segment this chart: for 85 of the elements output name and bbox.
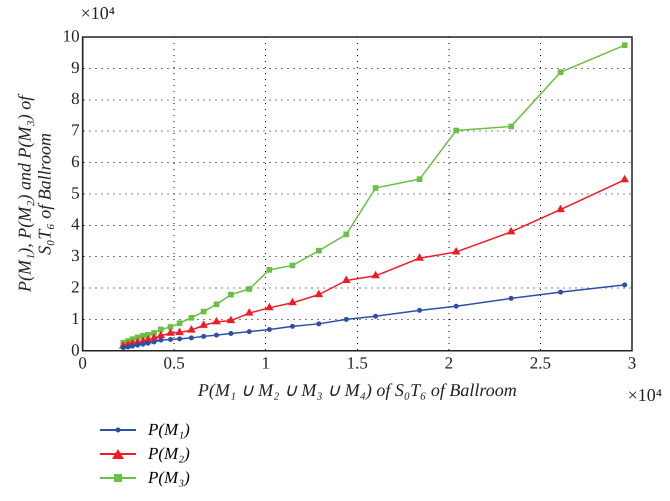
- point: [212, 316, 221, 324]
- y-tick-label: 9: [71, 58, 80, 77]
- y-tick-label: 0: [71, 340, 80, 360]
- point: [372, 185, 378, 191]
- point: [168, 337, 174, 342]
- point: [188, 335, 194, 340]
- point: [176, 320, 182, 326]
- legend-label: P(M₃): [148, 468, 190, 488]
- text: ×10⁴: [80, 3, 116, 23]
- point: [508, 124, 514, 130]
- x-tick-label: 1: [261, 353, 270, 372]
- point: [177, 336, 182, 342]
- point: [158, 338, 164, 343]
- point: [622, 42, 628, 48]
- point: [508, 296, 514, 301]
- point: [201, 334, 206, 339]
- point: [371, 270, 380, 278]
- point: [342, 276, 351, 284]
- point: [214, 302, 220, 308]
- text: ×10⁴: [628, 384, 662, 405]
- point: [228, 331, 234, 336]
- point: [417, 308, 422, 313]
- point: [506, 226, 516, 234]
- point: [199, 320, 208, 328]
- point: [416, 176, 422, 182]
- x-tick-label: 2.5: [530, 353, 552, 372]
- point: [187, 325, 196, 333]
- point: [246, 329, 252, 334]
- point: [314, 290, 324, 298]
- point: [558, 290, 564, 295]
- point: [265, 302, 274, 310]
- point: [228, 292, 234, 298]
- point: [120, 345, 126, 350]
- point: [290, 324, 295, 329]
- point: [453, 128, 460, 134]
- point: [152, 340, 157, 345]
- y-tick-label: 5: [71, 183, 80, 202]
- point: [556, 204, 565, 212]
- point: [188, 315, 194, 321]
- y-tick-label: 2: [71, 278, 80, 297]
- point: [316, 321, 322, 326]
- point: [135, 342, 140, 348]
- y-tick-label: 7: [71, 120, 80, 140]
- point: [452, 246, 461, 254]
- point: [622, 282, 628, 288]
- y-tick-label: 10: [62, 26, 80, 46]
- point: [156, 330, 166, 338]
- point: [454, 304, 459, 309]
- y-tick-label: 6: [71, 152, 80, 171]
- point: [140, 342, 146, 347]
- y-tick-label: 3: [71, 246, 80, 266]
- point: [415, 253, 424, 261]
- point: [558, 69, 564, 75]
- x-axis-title: P(M₁ ∪ M₂ ∪ M₃ ∪ M₄) of S₀T₆ of Ballroom: [196, 380, 517, 400]
- point: [214, 332, 219, 338]
- y-tick-label: 1: [71, 308, 80, 328]
- point: [158, 326, 164, 332]
- point: [343, 232, 350, 238]
- point: [266, 267, 272, 273]
- legend-label: P(M₁): [148, 420, 190, 440]
- x-tick-label: 3: [628, 353, 636, 372]
- point: [620, 174, 630, 182]
- point: [166, 328, 175, 336]
- point: [226, 316, 236, 324]
- point: [246, 286, 252, 292]
- point: [244, 308, 254, 316]
- point: [373, 314, 378, 319]
- x-tick-label: 1.5: [346, 353, 368, 372]
- y-axis-title: P(M₁), P(M₂) and P(M₃) of S₀T₆ of Ballroom: [14, 92, 54, 294]
- y-tick-label: 8: [71, 89, 80, 108]
- point: [145, 340, 150, 346]
- y-tick-label: 4: [71, 214, 80, 234]
- point: [126, 344, 131, 350]
- point: [288, 298, 297, 306]
- point: [200, 308, 206, 314]
- point: [266, 326, 272, 332]
- x-tick-label: 0.5: [164, 353, 185, 372]
- point: [316, 248, 322, 254]
- point: [130, 344, 135, 349]
- x-tick-label: 2: [444, 353, 454, 372]
- point: [168, 324, 174, 330]
- point: [175, 328, 184, 336]
- point: [290, 262, 296, 268]
- point: [344, 316, 349, 322]
- legend-label: P(M₂): [148, 444, 190, 464]
